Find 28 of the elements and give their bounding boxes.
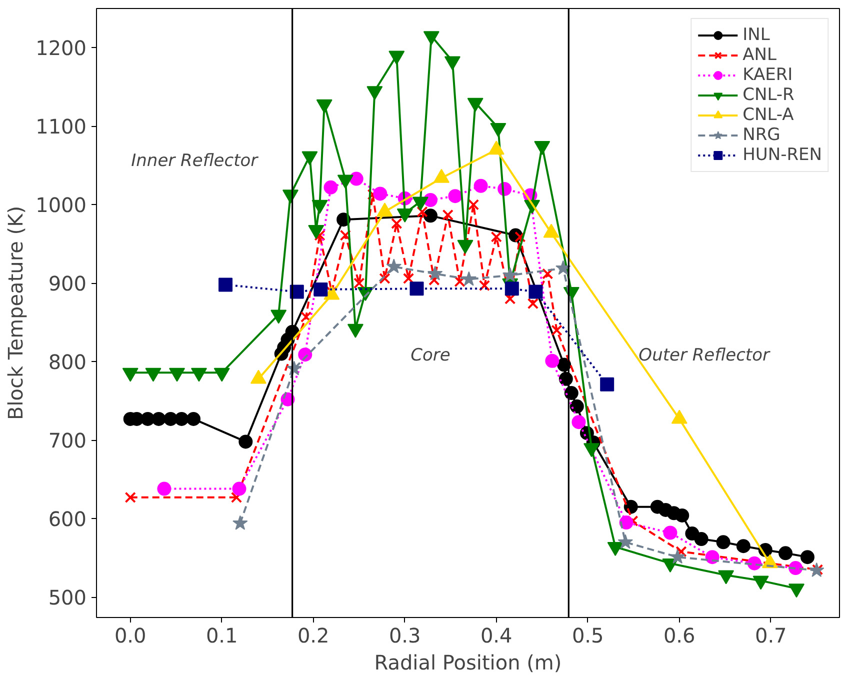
y-axis-title: Block Tempeature (K) [4,206,28,420]
x-tick-label: 0.5 [572,624,604,648]
annotation: Outer Reflector [638,346,770,366]
x-tick-label: 0.2 [297,624,330,648]
y-tick-label: 1100 [36,114,87,139]
legend-label: CNL-R [742,85,794,105]
y-tick-label: 900 [48,272,87,296]
annotation: Inner Reflector [131,150,259,171]
y-tick-label: 800 [48,350,87,374]
y-tick-label: 1000 [36,193,87,218]
x-tick-label: 0.7 [754,624,787,648]
legend-label: CNL-A [742,105,794,125]
y-tick-label: 500 [48,586,87,610]
y-tick-label: 600 [48,507,87,532]
x-tick-label: 0.4 [480,624,512,648]
x-tick-label: 0.0 [114,624,146,648]
x-axis-title: Radial Position (m) [374,650,562,674]
y-tick-label: 700 [48,428,87,453]
legend-label: HUN-REN [742,145,822,165]
x-tick-label: 0.6 [663,624,696,648]
x-tick-label: 0.1 [206,624,238,648]
x-tick-label: 0.3 [388,624,421,648]
annotation: Core [410,346,450,366]
legend-label: KAERI [742,65,793,85]
y-tick-label: 1200 [36,36,87,60]
legend-label: INL [742,25,770,45]
legend-label: NRG [742,125,780,145]
legend-label: ANL [742,45,776,65]
